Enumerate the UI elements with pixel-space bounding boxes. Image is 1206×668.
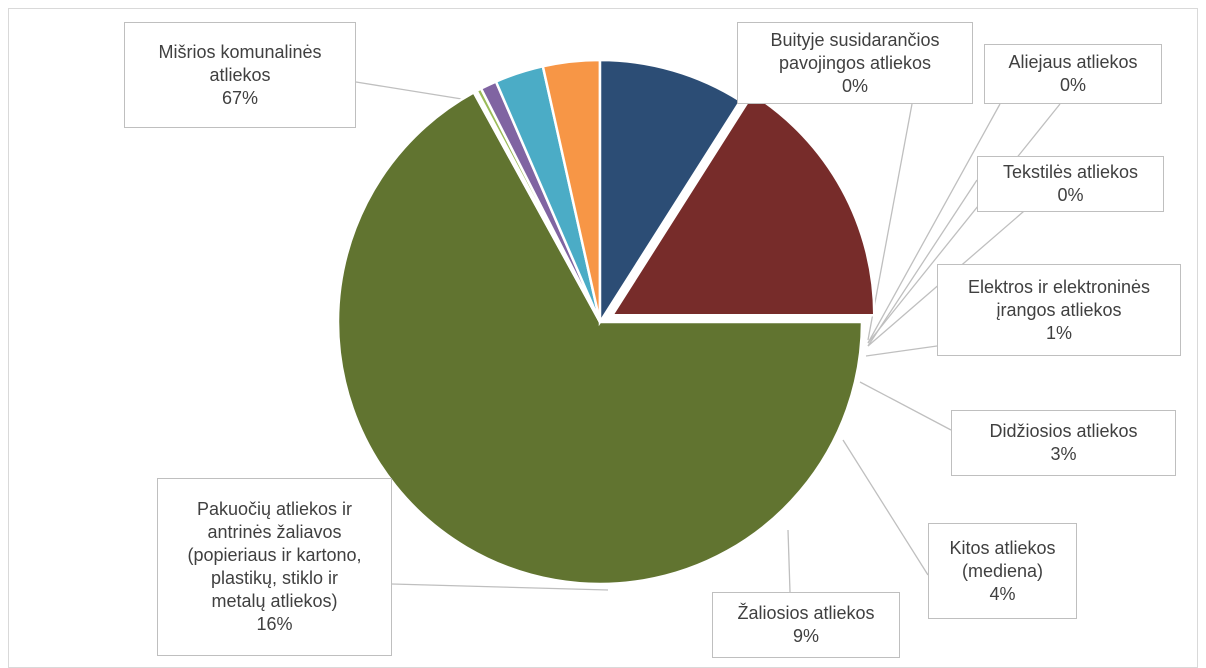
data-label-name-line: metalų atliekos) (211, 591, 338, 611)
data-label-percent: 1% (1045, 322, 1072, 343)
data-label-percent: 0% (1059, 75, 1086, 95)
chart-area: Mišrios komunalinės atliekos 67% Buityje su… (8, 8, 1198, 668)
data-label-percent: 16% (256, 614, 293, 634)
data-label-percent: 4% (989, 583, 1016, 604)
pie-slice-zaliosios (598, 58, 743, 327)
data-label-name-line: Mišrios komunalinės (158, 41, 322, 62)
data-label-name-line: Elektros ir elektroninės (967, 276, 1151, 297)
leader-line-didziosios (859, 381, 952, 431)
leader-line-buitines (867, 103, 913, 341)
data-label-name-line: (mediena) (961, 560, 1044, 581)
data-label-name-line: Buityje susidarančios (770, 29, 940, 50)
pie-slice-pakuociu (609, 92, 876, 317)
data-label-pakuociu: Pakuočių atliekos ir antrinės žaliavos (po… (157, 478, 392, 656)
data-label-name-line: antrinės žaliavos (207, 522, 342, 542)
leader-line-pakuociu (391, 583, 609, 591)
data-label-didziosios: Didžiosios atliekos 3% (951, 410, 1176, 476)
slices (336, 58, 876, 586)
data-label-kitos: Kitos atliekos (mediena) 4% (928, 523, 1077, 619)
data-label-zaliosios: Žaliosios atliekos 9% (712, 592, 900, 658)
leader-line-elektros (865, 345, 938, 357)
data-label-name-line: atliekos (209, 64, 271, 85)
leader-line-aliejaus (867, 103, 1061, 344)
data-label-name-line: Tekstilės atliekos (1002, 162, 1139, 182)
data-label-name-line: plastikų, stiklo ir (210, 568, 339, 588)
data-label-percent: 0% (841, 75, 868, 96)
data-label-percent: 67% (221, 87, 259, 108)
data-label-misrios: Mišrios komunalinės atliekos 67% (124, 22, 356, 128)
data-label-percent: 9% (792, 626, 819, 646)
data-label-elektros: Elektros ir elektroninės įrangos atliekos… (937, 264, 1181, 356)
data-label-name-line: pavojingos atliekos (778, 52, 932, 73)
leader-line-aliejaus (867, 103, 1001, 344)
leader-line-tekstiles (867, 179, 978, 347)
pie-slice-misrios (336, 90, 864, 586)
data-label-percent: 3% (1050, 444, 1077, 464)
data-label-name-line: Žaliosios atliekos (737, 603, 875, 623)
leader-line-zaliosios (787, 529, 791, 593)
data-label-aliejaus: Aliejaus atliekos 0% (984, 44, 1162, 104)
data-label-name-line: Kitos atliekos (949, 537, 1056, 558)
data-label-name-line: įrangos atliekos (996, 299, 1122, 320)
data-label-name-line: Didžiosios atliekos (989, 421, 1138, 441)
leader-lines (355, 81, 1061, 593)
data-label-buitines: Buityje susidarančios pavojingos atliekos… (737, 22, 973, 104)
leader-line-kitos (842, 439, 929, 576)
data-label-name-line: (popieriaus ir kartono, (187, 545, 362, 565)
data-label-tekstiles: Tekstilės atliekos 0% (977, 156, 1164, 212)
data-label-name-line: Pakuočių atliekos ir (196, 499, 353, 519)
data-label-name-line: Aliejaus atliekos (1008, 52, 1138, 72)
pie-chart (336, 58, 1061, 593)
leader-line-misrios (355, 81, 469, 101)
data-label-percent: 0% (1057, 185, 1084, 205)
